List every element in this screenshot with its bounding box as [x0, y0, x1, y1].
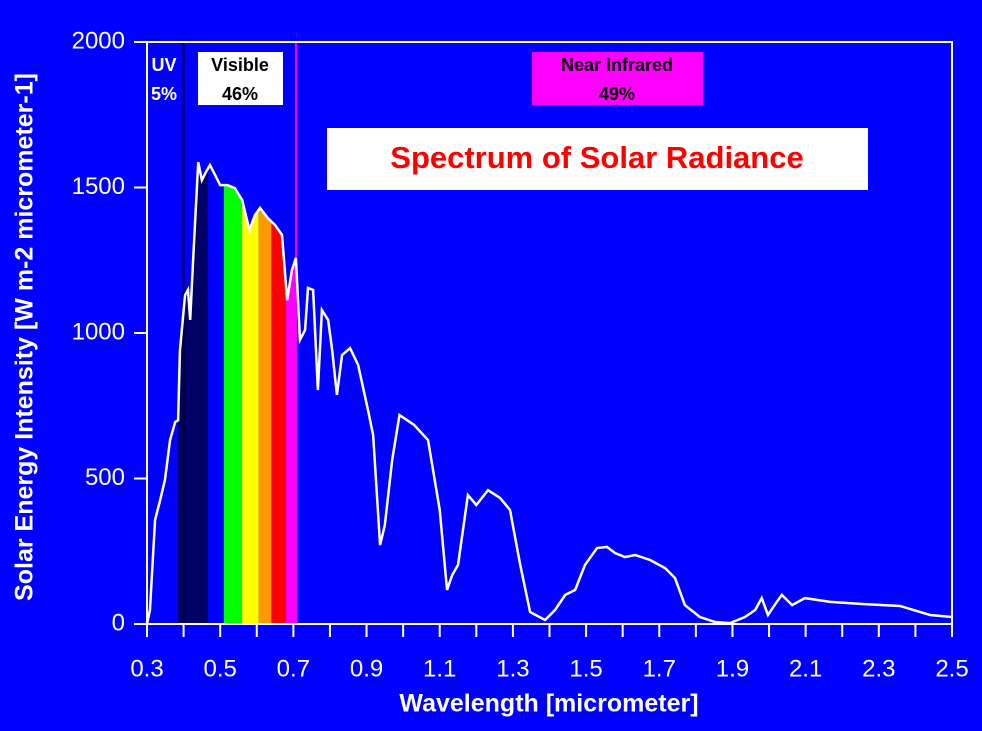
region-value: 46% — [222, 84, 258, 104]
x-tick-label: 1.1 — [423, 655, 456, 682]
x-tick-label: 1.7 — [643, 655, 676, 682]
x-tick-label: 0.5 — [203, 655, 236, 682]
chart-title: Spectrum of Solar Radiance — [390, 140, 803, 175]
x-tick-label: 2.1 — [789, 655, 822, 682]
region-value: 49% — [599, 84, 635, 104]
x-tick-label: 0.7 — [277, 655, 310, 682]
y-tick-label: 1500 — [72, 173, 125, 200]
x-tick-label: 1.9 — [716, 655, 749, 682]
plot-area: 0 500 1000 1500 2000 0.3 0.5 0.7 0.9 1.1 1.3 1.5 1.7… — [72, 27, 969, 682]
nir-box — [532, 52, 703, 105]
region-value: 5% — [151, 84, 177, 104]
x-tick-label: 1.5 — [569, 655, 602, 682]
x-tick-label: 0.3 — [130, 655, 163, 682]
region-name: Near Infrared — [561, 55, 673, 75]
x-tick-label: 0.9 — [350, 655, 383, 682]
x-tick-label: 1.3 — [496, 655, 529, 682]
region-name: UV — [151, 55, 176, 75]
spectrum-band — [242, 162, 259, 624]
spectrum-band — [286, 162, 296, 624]
y-tick-label: 0 — [112, 609, 125, 636]
y-tick-label: 500 — [85, 464, 125, 491]
region-name: Visible — [211, 55, 269, 75]
y-tick-label: 2000 — [72, 27, 125, 54]
visible-box — [198, 52, 283, 105]
x-tick-label: 2.3 — [862, 655, 895, 682]
title-box — [327, 128, 868, 190]
spectrum-band — [271, 162, 287, 624]
spectrum-band — [223, 162, 243, 624]
spectrum-line — [145, 161, 953, 625]
y-tick-label: 1000 — [72, 318, 125, 345]
x-axis-title: Wavelength [micrometer] — [399, 690, 698, 718]
x-tick-label: 2.5 — [935, 655, 968, 682]
spectrum-band — [258, 162, 272, 624]
y-axis-title: Solar Energy Intensity [W m-2 micrometer… — [11, 73, 39, 601]
